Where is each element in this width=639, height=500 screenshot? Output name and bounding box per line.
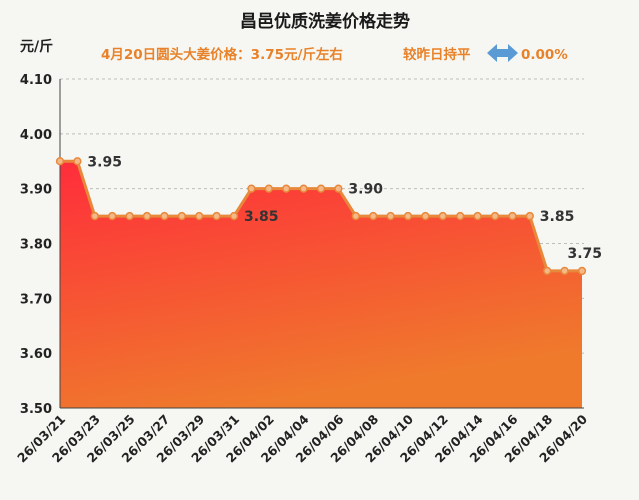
data-point xyxy=(55,157,65,166)
data-point xyxy=(334,184,343,193)
data-points xyxy=(55,157,587,276)
data-point xyxy=(125,211,134,221)
y-tick-label: 3.70 xyxy=(20,292,52,307)
data-point xyxy=(438,211,447,221)
data-label: 3.90 xyxy=(348,182,383,198)
data-point xyxy=(212,211,221,221)
data-point xyxy=(247,184,256,193)
data-point xyxy=(299,184,308,193)
data-point xyxy=(282,184,291,193)
y-tick-label: 4.10 xyxy=(20,73,52,88)
data-point xyxy=(421,211,430,221)
data-point xyxy=(73,157,82,166)
data-point xyxy=(369,211,378,221)
x-tick-labels: 26/03/2126/03/2326/03/2526/03/2726/03/29… xyxy=(14,411,590,465)
y-tick-label: 4.00 xyxy=(20,128,52,143)
data-point xyxy=(195,211,204,221)
data-labels: 3.95 3.85 3.90 3.85 3.75 xyxy=(87,154,602,262)
data-point xyxy=(560,266,569,276)
data-point xyxy=(543,266,552,276)
area-fill xyxy=(60,161,582,408)
data-point xyxy=(386,211,395,221)
data-point xyxy=(229,211,239,221)
data-point xyxy=(508,211,517,221)
data-point xyxy=(473,211,482,221)
data-point xyxy=(264,184,273,193)
data-point xyxy=(577,266,587,276)
y-tick-label: 3.50 xyxy=(20,402,52,417)
price-summary: 4月20日圆头大姜价格：3.75元/斤左右 xyxy=(101,46,343,63)
data-label: 3.85 xyxy=(244,209,279,225)
data-point xyxy=(525,211,534,221)
data-point xyxy=(456,211,465,221)
change-label: 较昨日持平 xyxy=(403,46,471,63)
y-tick-label: 3.90 xyxy=(20,183,52,198)
data-label: 3.75 xyxy=(567,246,602,262)
area-series xyxy=(60,159,582,408)
double-arrow-icon xyxy=(487,44,518,62)
data-point xyxy=(351,211,360,221)
y-tick-labels: 3.50 3.60 3.70 3.80 3.90 4.00 4.10 xyxy=(20,73,52,417)
chart-title: 昌邑优质洗姜价格走势 xyxy=(240,11,410,32)
y-axis-unit-label: 元/斤 xyxy=(20,38,53,55)
data-label: 3.85 xyxy=(540,209,575,225)
y-tick-label: 3.60 xyxy=(20,347,52,362)
data-point xyxy=(490,211,500,221)
data-point xyxy=(316,184,326,193)
data-point xyxy=(160,211,169,221)
data-point xyxy=(403,211,413,221)
data-label: 3.95 xyxy=(87,154,122,170)
y-tick-label: 3.80 xyxy=(20,238,52,253)
change-percent: 0.00% xyxy=(521,47,568,63)
data-point xyxy=(108,211,117,221)
data-point xyxy=(142,211,152,221)
axes xyxy=(59,79,584,409)
data-point xyxy=(90,211,99,221)
data-point xyxy=(177,211,186,221)
